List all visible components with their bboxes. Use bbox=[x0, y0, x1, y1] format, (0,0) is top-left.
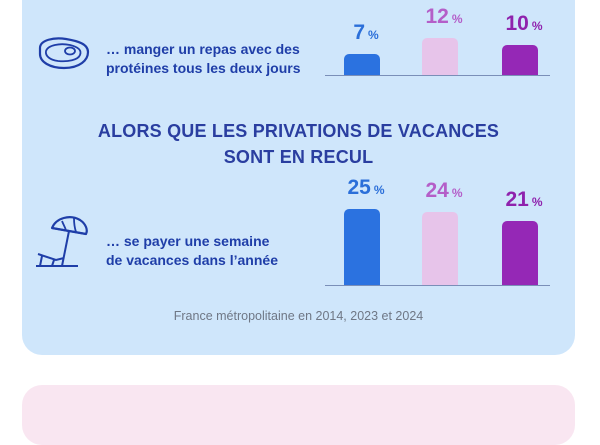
footnote: France métropolitaine en 2014, 2023 et 2… bbox=[173, 309, 424, 323]
data-label-unit: % bbox=[451, 185, 463, 200]
row-label-line: … manger un repas avec des bbox=[106, 41, 300, 57]
row-label-line: protéines tous les deux jours bbox=[106, 60, 301, 76]
data-label-2024: 10% bbox=[505, 12, 542, 38]
data-label-2023: 12% bbox=[425, 5, 462, 31]
info-panel bbox=[22, 0, 575, 355]
bar-2024 bbox=[502, 220, 538, 285]
data-label-value: 21 bbox=[505, 187, 529, 211]
meat-steak-icon bbox=[38, 37, 90, 70]
chart-baseline bbox=[325, 75, 550, 76]
row-label-protein: … manger un repas avec des protéines tou… bbox=[106, 40, 301, 78]
bar-2023 bbox=[422, 38, 458, 75]
data-label-value: 12 bbox=[425, 5, 449, 29]
heading-line: SONT EN RECUL bbox=[223, 147, 374, 167]
data-label-2014: 25% bbox=[347, 176, 384, 202]
data-label-2014: 7% bbox=[353, 21, 378, 47]
bar-2014 bbox=[344, 53, 380, 75]
data-label-value: 10 bbox=[505, 11, 529, 35]
next-panel bbox=[22, 385, 575, 445]
bar-2014 bbox=[344, 208, 380, 285]
bar-2024 bbox=[502, 44, 538, 75]
data-label-value: 24 bbox=[425, 178, 449, 202]
data-label-value: 7 bbox=[353, 20, 366, 44]
heading-line: ALORS QUE LES PRIVATIONS DE VACANCES bbox=[97, 121, 500, 141]
data-label-unit: % bbox=[373, 182, 385, 197]
data-label-2024: 21% bbox=[505, 188, 542, 214]
data-label-2023: 24% bbox=[425, 179, 462, 205]
data-label-unit: % bbox=[451, 12, 463, 27]
bar-2023 bbox=[422, 211, 458, 285]
beach-umbrella-icon bbox=[36, 216, 88, 267]
data-label-unit: % bbox=[531, 18, 543, 33]
row-label-line: de vacances dans l’année bbox=[106, 252, 278, 268]
row-label-line: … se payer une semaine bbox=[106, 233, 270, 249]
data-label-unit: % bbox=[531, 194, 543, 209]
data-label-value: 25 bbox=[347, 175, 371, 199]
chart-baseline bbox=[325, 285, 550, 286]
section-heading: ALORS QUE LES PRIVATIONS DE VACANCES SON… bbox=[22, 118, 575, 170]
row-label-holidays: … se payer une semaine de vacances dans … bbox=[106, 232, 278, 270]
data-label-unit: % bbox=[368, 27, 379, 42]
